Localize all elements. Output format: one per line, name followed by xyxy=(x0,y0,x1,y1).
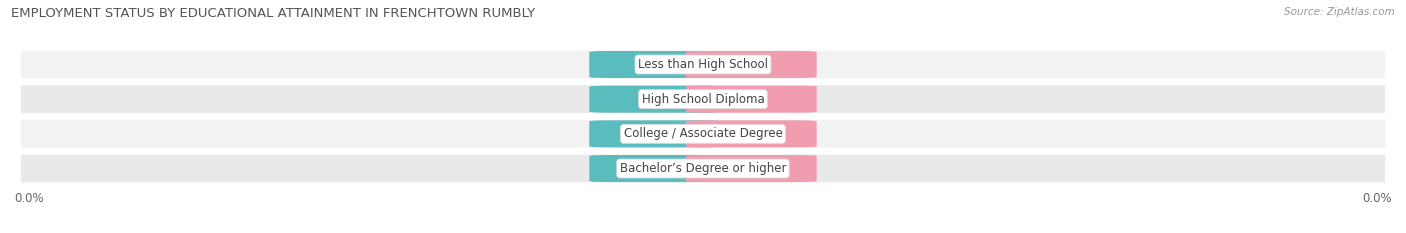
Text: 0.0%: 0.0% xyxy=(640,129,671,139)
Text: Bachelor’s Degree or higher: Bachelor’s Degree or higher xyxy=(620,162,786,175)
Text: Less than High School: Less than High School xyxy=(638,58,768,71)
FancyBboxPatch shape xyxy=(21,155,1385,182)
Text: 0.0%: 0.0% xyxy=(735,164,766,174)
Text: 0.0%: 0.0% xyxy=(735,59,766,69)
FancyBboxPatch shape xyxy=(686,120,817,147)
FancyBboxPatch shape xyxy=(589,86,720,113)
Text: 0.0%: 0.0% xyxy=(640,164,671,174)
Text: 0.0%: 0.0% xyxy=(735,94,766,104)
Text: 0.0%: 0.0% xyxy=(1362,192,1392,205)
FancyBboxPatch shape xyxy=(589,51,720,78)
FancyBboxPatch shape xyxy=(21,120,1385,148)
FancyBboxPatch shape xyxy=(589,120,720,147)
Text: EMPLOYMENT STATUS BY EDUCATIONAL ATTAINMENT IN FRENCHTOWN RUMBLY: EMPLOYMENT STATUS BY EDUCATIONAL ATTAINM… xyxy=(11,7,536,20)
Text: High School Diploma: High School Diploma xyxy=(641,93,765,106)
FancyBboxPatch shape xyxy=(686,51,817,78)
FancyBboxPatch shape xyxy=(686,155,817,182)
FancyBboxPatch shape xyxy=(21,51,1385,78)
Text: College / Associate Degree: College / Associate Degree xyxy=(624,127,782,140)
Text: 0.0%: 0.0% xyxy=(735,129,766,139)
Text: 0.0%: 0.0% xyxy=(14,192,44,205)
Text: 0.0%: 0.0% xyxy=(640,94,671,104)
FancyBboxPatch shape xyxy=(686,86,817,113)
Text: 0.0%: 0.0% xyxy=(640,59,671,69)
FancyBboxPatch shape xyxy=(589,155,720,182)
Text: Source: ZipAtlas.com: Source: ZipAtlas.com xyxy=(1284,7,1395,17)
FancyBboxPatch shape xyxy=(21,85,1385,113)
